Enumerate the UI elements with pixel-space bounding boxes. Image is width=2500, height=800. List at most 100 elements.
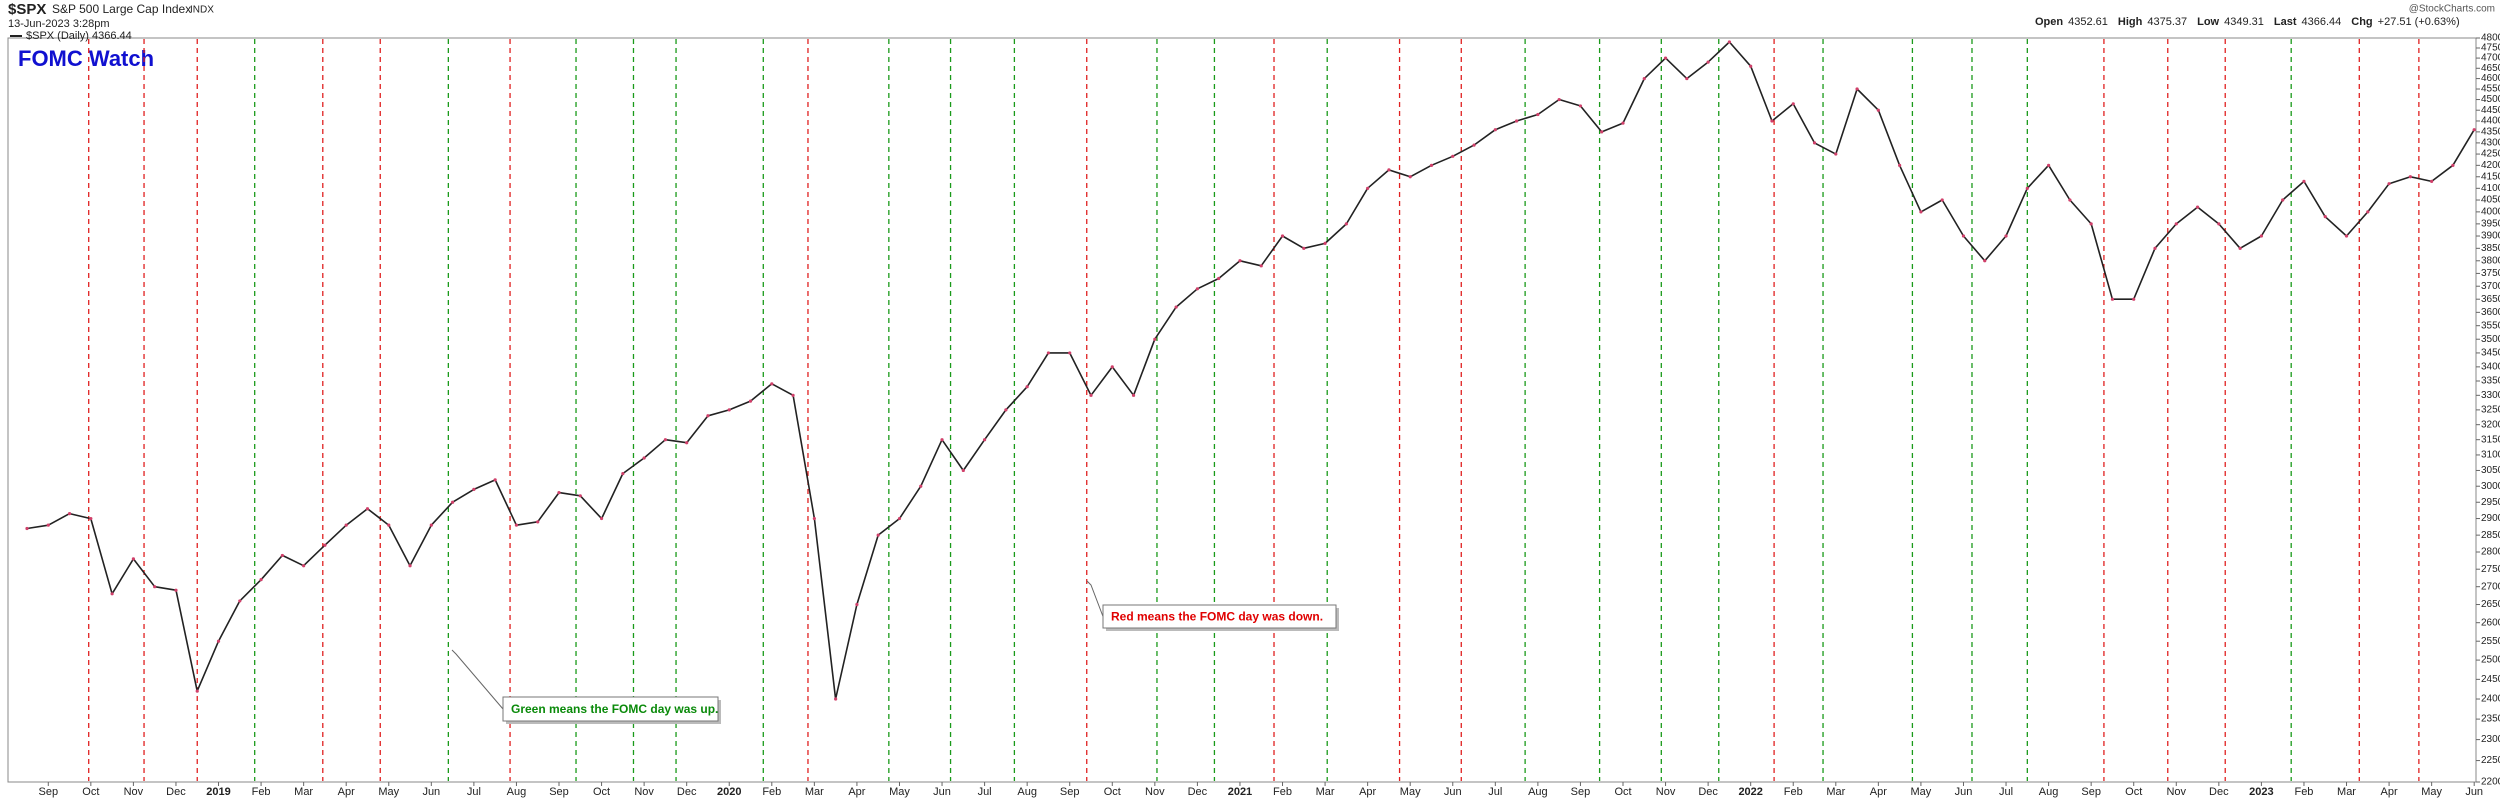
price-point [1727, 40, 1731, 44]
price-point [578, 494, 582, 498]
y-tick-label: 2850 [2481, 530, 2500, 541]
quote-label: Chg [2351, 16, 2372, 28]
chart-title: FOMC Watch [18, 46, 154, 71]
annotation-leader [451, 649, 504, 710]
price-point [1642, 76, 1646, 81]
x-tick-label: Oct [2125, 786, 2142, 798]
x-tick-label: Aug [507, 786, 527, 798]
price-point [557, 490, 561, 495]
price-point [2132, 297, 2136, 301]
price-point [89, 516, 93, 521]
price-point [1855, 87, 1859, 91]
price-point [2344, 234, 2349, 238]
price-point [1834, 152, 1838, 156]
quote-value: 4375.37 [2147, 16, 2187, 28]
y-tick-label: 2800 [2481, 547, 2500, 558]
y-tick-label: 4650 [2481, 63, 2500, 74]
x-tick-label: Jul [467, 786, 481, 798]
price-point [1110, 365, 1114, 369]
y-tick-label: 3600 [2481, 307, 2500, 318]
price-point [1919, 210, 1923, 214]
price-point [1408, 175, 1412, 179]
price-point [2408, 175, 2412, 179]
x-tick-label: Sep [1060, 786, 1080, 798]
price-point [1089, 393, 1093, 397]
quote-value: +27.51 (+0.63%) [2378, 16, 2460, 28]
price-point [1344, 222, 1348, 226]
price-point [2110, 297, 2115, 301]
price-point [195, 689, 199, 693]
x-tick-label: Apr [1359, 786, 1376, 798]
price-point [1259, 264, 1263, 268]
x-tick-label: Oct [82, 786, 99, 798]
price-point [2174, 222, 2178, 226]
price-point [2004, 234, 2008, 238]
price-point [1791, 102, 1795, 106]
quote-value: 4352.61 [2068, 16, 2108, 28]
price-point [2323, 215, 2327, 219]
x-tick-label: Dec [166, 786, 186, 798]
x-tick-label: Aug [1528, 786, 1548, 798]
annotation-box [502, 696, 719, 722]
price-point [280, 553, 284, 558]
x-tick-label: 2021 [1228, 786, 1252, 798]
exchange: INDX [190, 5, 214, 16]
x-tick-label: Sep [549, 786, 569, 798]
x-tick-label: May [1911, 786, 1932, 798]
price-point [855, 602, 859, 607]
price-point [153, 585, 157, 589]
price-point [2068, 198, 2072, 202]
price-point [1004, 408, 1008, 412]
price-point [1770, 119, 1774, 123]
price-point [493, 478, 497, 482]
y-tick-label: 3000 [2481, 481, 2500, 492]
price-point [685, 441, 689, 445]
y-tick-label: 3650 [2481, 294, 2500, 305]
price-point [302, 564, 306, 568]
price-point [2238, 246, 2242, 250]
x-tick-label: 2023 [2249, 786, 2273, 798]
price-point [599, 516, 604, 521]
y-tick-label: 3050 [2481, 465, 2500, 476]
price-point [812, 516, 816, 521]
quote-label: Low [2197, 16, 2219, 28]
price-point [536, 520, 540, 524]
y-tick-label: 4450 [2481, 105, 2500, 116]
price-point [1472, 143, 1476, 147]
y-tick-label: 4700 [2481, 53, 2500, 64]
price-point [621, 471, 625, 476]
price-point [1046, 351, 1051, 355]
price-point [791, 393, 795, 397]
quote-value: 4366.44 [2302, 16, 2342, 28]
y-tick-label: 3450 [2481, 348, 2500, 359]
y-tick-label: 3900 [2481, 231, 2500, 242]
y-tick-label: 3150 [2481, 434, 2500, 445]
x-tick-label: Jul [1999, 786, 2013, 798]
price-line [26, 41, 2475, 700]
price-point [961, 468, 965, 473]
x-tick-label: Apr [848, 786, 865, 798]
y-tick-label: 2450 [2481, 674, 2500, 685]
x-tick-label: Apr [338, 786, 355, 798]
y-tick-label: 4050 [2481, 195, 2500, 206]
price-point [2281, 198, 2285, 202]
y-tick-label: 3800 [2481, 255, 2500, 266]
x-tick-label: Mar [1826, 786, 1845, 798]
x-tick-label: 2020 [717, 786, 741, 798]
price-point [1217, 276, 1221, 281]
price-point [1493, 128, 1497, 132]
price-point [238, 599, 242, 603]
price-point [2089, 222, 2093, 226]
x-tick-label: Feb [1784, 786, 1803, 798]
symbol-name: S&P 500 Large Cap Index [52, 2, 191, 16]
price-point [1983, 259, 1987, 263]
price-point [110, 592, 114, 596]
price-point [67, 512, 72, 516]
y-tick-label: 3850 [2481, 243, 2500, 254]
y-tick-label: 3250 [2481, 405, 2500, 416]
x-tick-label: Feb [762, 786, 781, 798]
price-point [1685, 76, 1689, 81]
y-tick-label: 4750 [2481, 43, 2500, 54]
price-point [770, 382, 774, 386]
